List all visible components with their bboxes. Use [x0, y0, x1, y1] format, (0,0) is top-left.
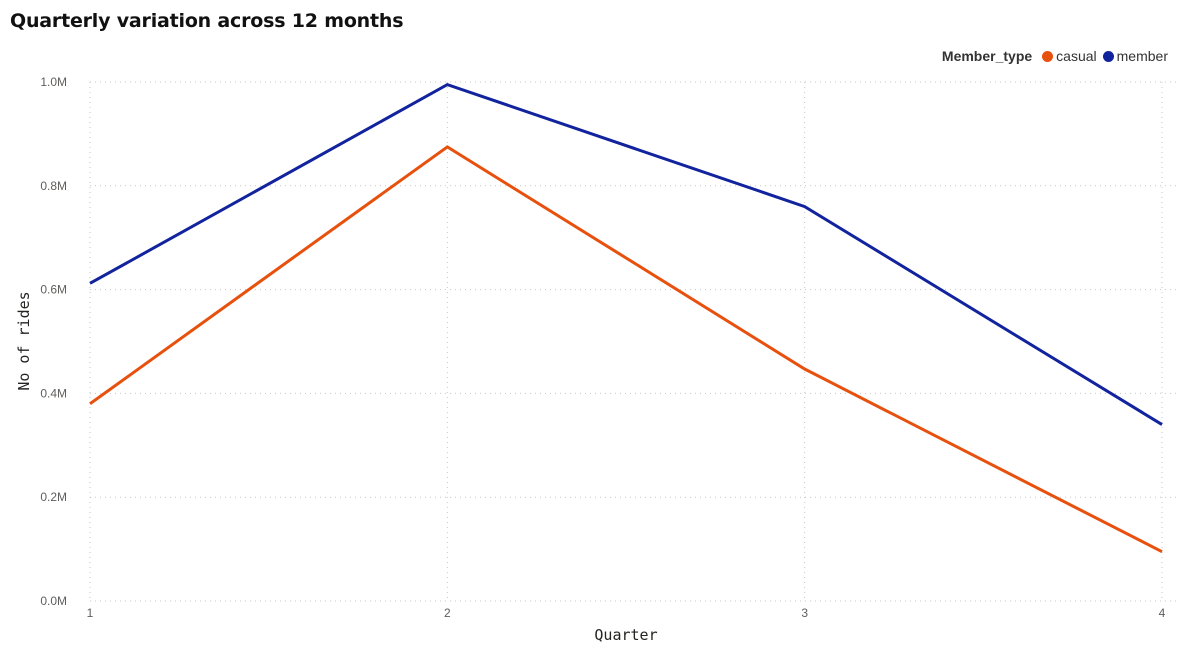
- legend-dot-casual: [1042, 50, 1054, 62]
- x-tick-label: 3: [801, 606, 808, 620]
- y-tick-label: 0.4M: [40, 386, 67, 400]
- legend-item-casual[interactable]: casual: [1042, 48, 1097, 64]
- x-tick-label: 1: [87, 606, 94, 620]
- x-tick-label: 4: [1159, 606, 1166, 620]
- series-line-casual: [89, 145, 1163, 554]
- legend-label-casual: casual: [1056, 48, 1097, 64]
- y-axis-label: No of rides: [15, 291, 33, 390]
- chart-title: Quarterly variation across 12 months: [10, 10, 404, 32]
- legend-title: Member_type: [941, 48, 1033, 64]
- x-tick-label: 2: [444, 606, 451, 620]
- y-tick-label: 1.0M: [40, 75, 67, 89]
- y-tick-label: 0.8M: [40, 179, 67, 193]
- legend: Member_type casual member: [942, 48, 1168, 64]
- y-tick-label: 0.2M: [40, 490, 67, 504]
- x-axis-label: Quarter: [594, 626, 657, 644]
- y-tick-label: 0.6M: [40, 283, 67, 297]
- legend-dot-member: [1102, 50, 1114, 62]
- y-tick-label: 0.0M: [40, 594, 67, 608]
- series-line-member: [89, 82, 1163, 426]
- legend-item-member[interactable]: member: [1102, 48, 1168, 64]
- legend-label-member: member: [1116, 48, 1168, 64]
